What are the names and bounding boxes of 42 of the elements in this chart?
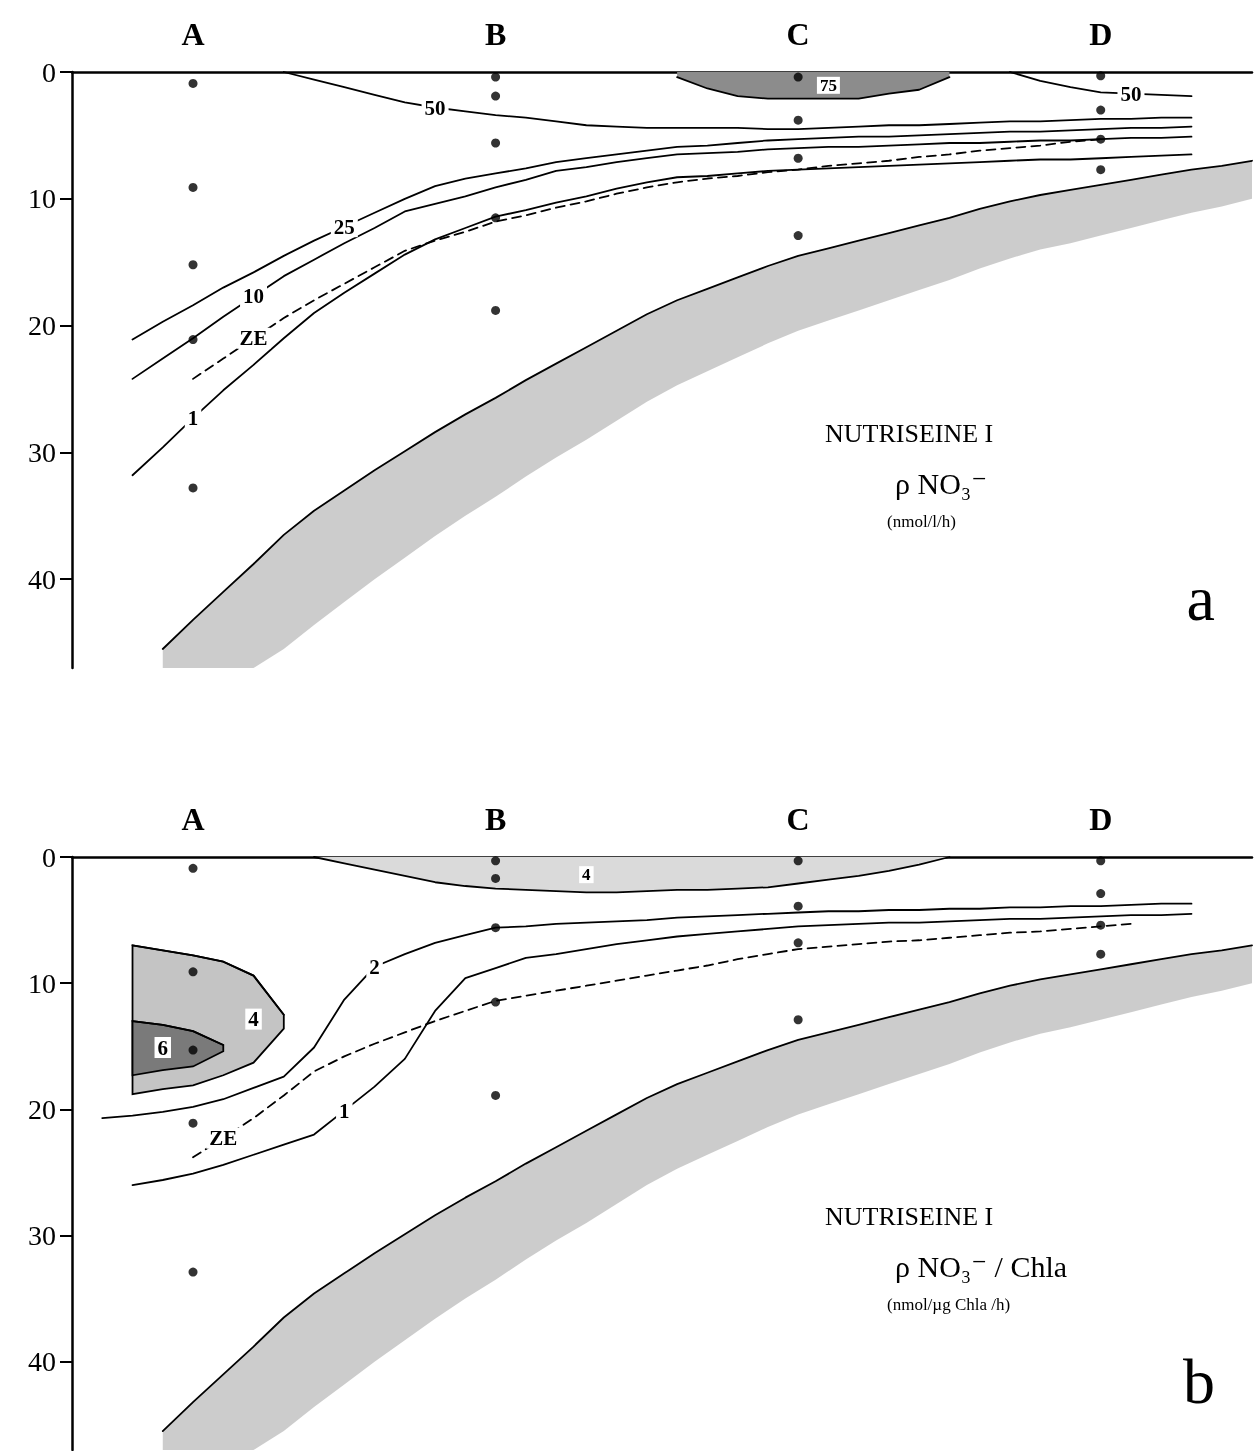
x-tick-label: B <box>484 16 507 52</box>
y-tick-label: 20 <box>28 310 56 342</box>
series-label: 25 <box>333 214 355 239</box>
x-tick-label: B <box>484 801 507 837</box>
x-tick-label: A <box>181 16 205 52</box>
y-tick-label: 0 <box>42 56 56 88</box>
y-tick-label: 10 <box>28 183 56 215</box>
annotation: (nmol/l/h) <box>887 512 956 532</box>
annotation: (nmol/µg Chla /h) <box>887 1294 1011 1314</box>
series-label: 10 <box>243 284 265 309</box>
series-label: 6 <box>157 1035 169 1060</box>
line-series <box>131 135 1193 380</box>
text: ρ NO₃⁻ <box>895 466 988 500</box>
y-tick-label: 40 <box>28 563 56 595</box>
x-tick-label: A <box>181 801 205 837</box>
annotation: a <box>1186 563 1215 635</box>
series-label: 75 <box>819 75 837 95</box>
y-tick-label: 40 <box>28 1346 56 1378</box>
y-tick-label: 10 <box>28 967 56 999</box>
series-label: ZE <box>239 326 268 351</box>
text: NUTRISEINE I <box>825 419 994 449</box>
series-label: 4 <box>248 1007 260 1032</box>
y-tick-label: 30 <box>28 1220 56 1252</box>
series-label: 50 <box>1120 81 1142 106</box>
line-series <box>101 902 1193 1120</box>
y-tick-label: 20 <box>28 1093 56 1125</box>
series-label: 4 <box>582 865 592 885</box>
line-series <box>131 912 1193 1186</box>
x-tick-label: D <box>1089 801 1113 837</box>
y-tick-label: 30 <box>28 436 56 468</box>
x-tick-label: C <box>786 16 810 52</box>
text: NUTRISEINE I <box>825 1202 994 1232</box>
x-tick-label: D <box>1089 16 1113 52</box>
annotation: b <box>1183 1345 1215 1417</box>
series-label: 50 <box>424 95 446 120</box>
line-series <box>192 922 1132 1159</box>
series-label: 2 <box>369 954 380 979</box>
x-tick-label: C <box>786 801 810 837</box>
y-tick-label: 0 <box>42 841 56 873</box>
text: ρ NO₃⁻ / Chla <box>895 1249 1068 1283</box>
series-label: 1 <box>339 1098 350 1123</box>
series-label: 1 <box>187 406 199 431</box>
